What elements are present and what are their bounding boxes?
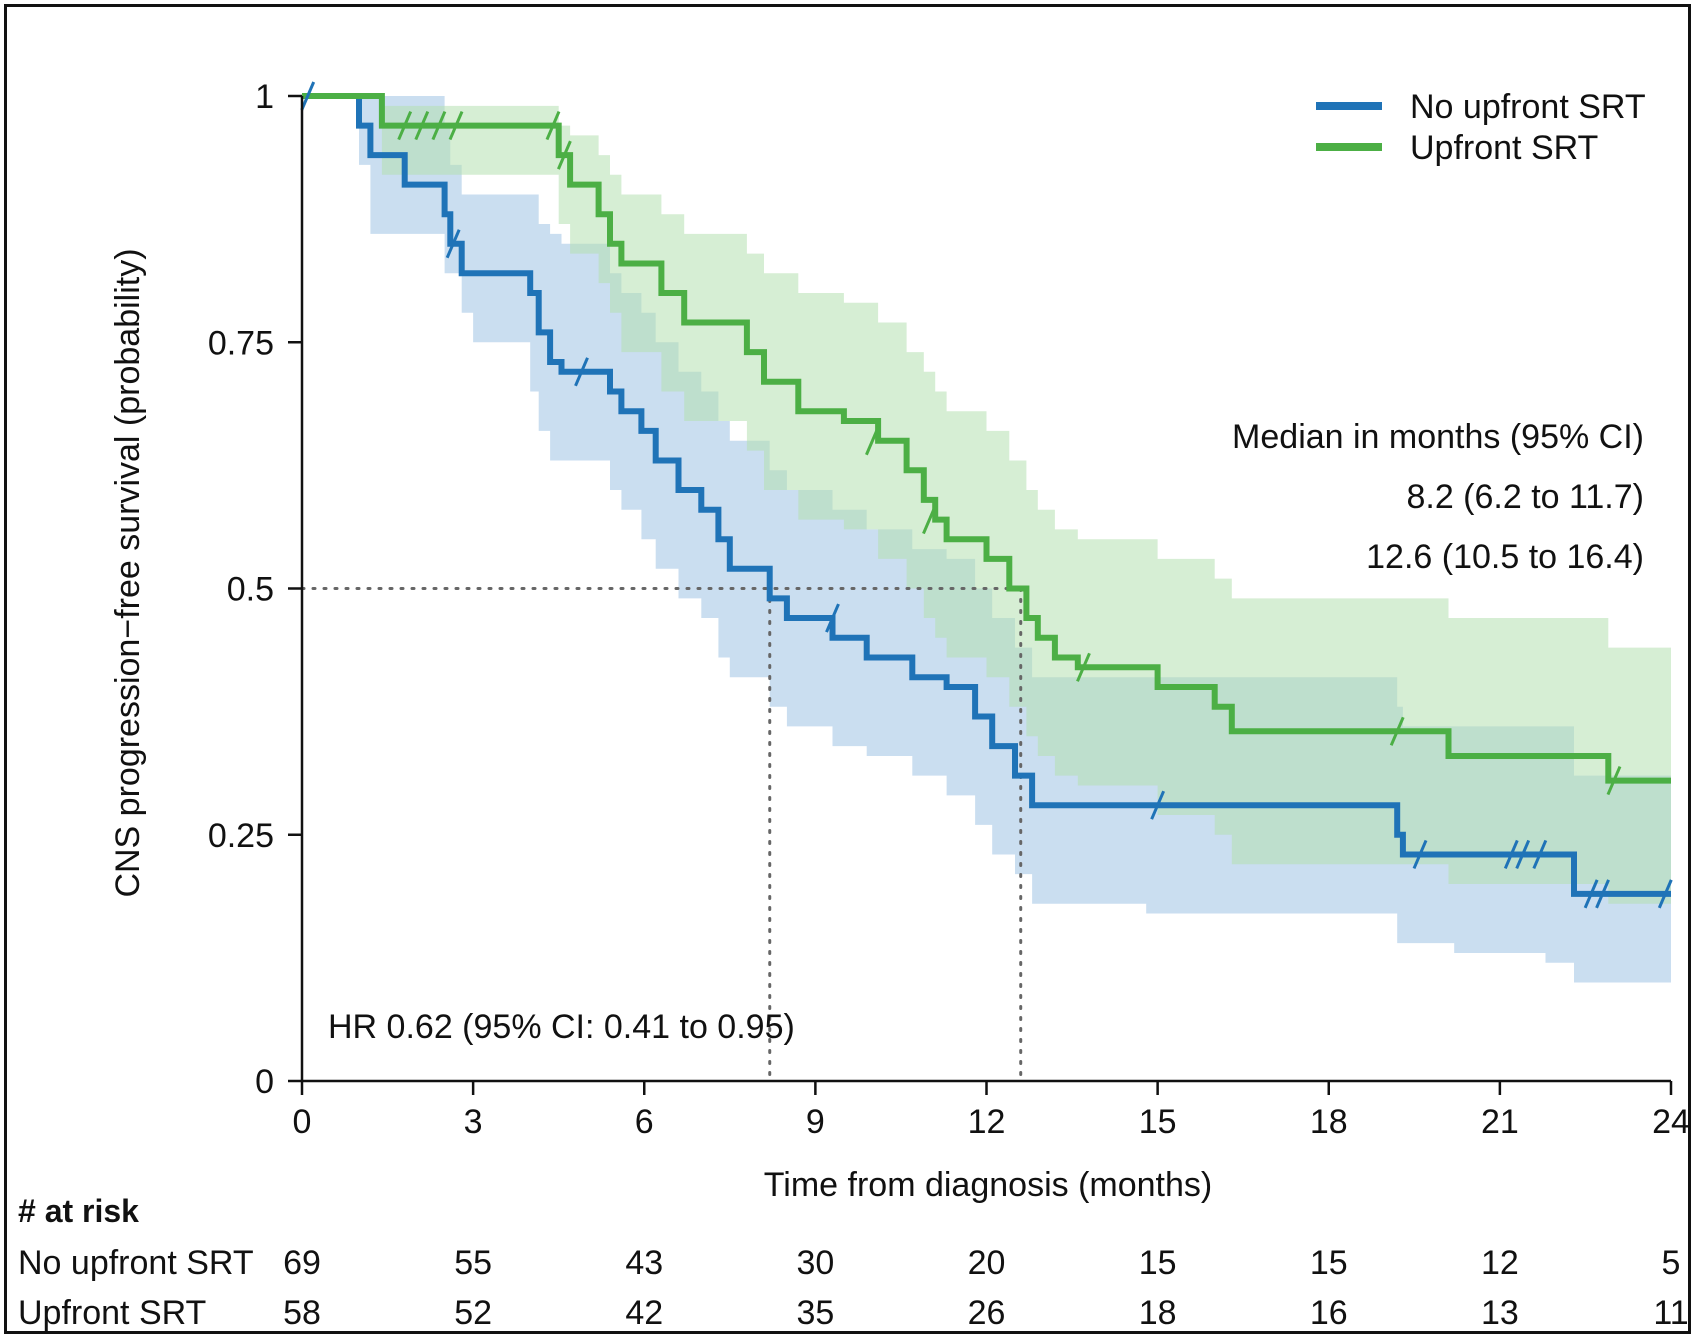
censor-mark-upfront-srt bbox=[414, 110, 430, 141]
figure-frame bbox=[4, 4, 1691, 1334]
risk-count-no-upfront-srt: 20 bbox=[968, 1244, 1006, 1282]
censor-mark-upfront-srt bbox=[1389, 716, 1405, 746]
risk-row-label-no-upfront-srt: No upfront SRT bbox=[18, 1244, 254, 1282]
risk-count-upfront-srt: 11 bbox=[1653, 1294, 1688, 1332]
risk-count-upfront-srt: 16 bbox=[1310, 1294, 1348, 1332]
censor-mark-no-upfront-srt bbox=[574, 357, 589, 387]
x-axis-title: Time from diagnosis (months) bbox=[764, 1166, 1212, 1204]
median-value-upfront-srt: 12.6 (10.5 to 16.4) bbox=[1366, 538, 1644, 576]
risk-count-upfront-srt: 35 bbox=[796, 1294, 834, 1332]
censor-mark-no-upfront-srt bbox=[445, 229, 461, 259]
y-tick-label: 0.75 bbox=[208, 324, 274, 362]
censor-mark-no-upfront-srt bbox=[1595, 879, 1610, 909]
x-tick-label: 12 bbox=[968, 1103, 1006, 1141]
censor-marks bbox=[300, 81, 1673, 909]
risk-count-no-upfront-srt: 30 bbox=[796, 1244, 834, 1282]
hazard-ratio-text: HR 0.62 (95% CI: 0.41 to 0.95) bbox=[328, 1008, 795, 1046]
x-tick-label: 15 bbox=[1139, 1103, 1177, 1141]
x-tick-label: 0 bbox=[293, 1103, 312, 1141]
risk-count-no-upfront-srt: 43 bbox=[625, 1244, 663, 1282]
x-tick-label: 24 bbox=[1652, 1103, 1690, 1141]
risk-count-no-upfront-srt: 55 bbox=[454, 1244, 492, 1282]
censor-mark-no-upfront-srt bbox=[1532, 839, 1548, 870]
risk-count-no-upfront-srt: 12 bbox=[1481, 1244, 1519, 1282]
legend-label-no-upfront-srt: No upfront SRT bbox=[1410, 88, 1646, 126]
censor-mark-upfront-srt bbox=[1606, 765, 1622, 796]
x-tick-label: 6 bbox=[635, 1103, 654, 1141]
censor-mark-no-upfront-srt bbox=[1412, 839, 1428, 870]
censor-mark-upfront-srt bbox=[557, 140, 572, 170]
risk-count-no-upfront-srt: 5 bbox=[1662, 1244, 1681, 1282]
censor-mark-upfront-srt bbox=[922, 504, 937, 535]
x-tick-label: 21 bbox=[1481, 1103, 1519, 1141]
censor-mark-no-upfront-srt bbox=[300, 81, 316, 111]
median-reference-lines bbox=[300, 587, 1023, 1083]
censor-mark-no-upfront-srt bbox=[1657, 879, 1673, 909]
censor-mark-upfront-srt bbox=[431, 110, 447, 141]
confidence-bands bbox=[302, 96, 1671, 983]
y-tick-label: 0.5 bbox=[227, 571, 274, 609]
km-curve-upfront-srt bbox=[302, 93, 1671, 784]
x-tick-label: 9 bbox=[806, 1103, 825, 1141]
risk-count-no-upfront-srt: 15 bbox=[1310, 1244, 1348, 1282]
x-tick-label: 18 bbox=[1310, 1103, 1348, 1141]
survival-curves bbox=[302, 93, 1671, 897]
km-curve-no-upfront-srt bbox=[302, 93, 1671, 897]
median-header: Median in months (95% CI) bbox=[1232, 418, 1644, 456]
median-value-no-upfront-srt: 8.2 (6.2 to 11.7) bbox=[1406, 478, 1644, 516]
censor-mark-upfront-srt bbox=[448, 110, 464, 141]
censor-mark-upfront-srt bbox=[1076, 652, 1091, 682]
censor-mark-upfront-srt bbox=[397, 110, 413, 141]
y-tick-label: 0.25 bbox=[208, 817, 274, 855]
risk-count-upfront-srt: 18 bbox=[1139, 1294, 1177, 1332]
censor-mark-upfront-srt bbox=[865, 426, 880, 456]
risk-count-upfront-srt: 26 bbox=[968, 1294, 1006, 1332]
censor-mark-no-upfront-srt bbox=[1503, 839, 1519, 870]
censor-mark-no-upfront-srt bbox=[1150, 790, 1166, 820]
risk-count-upfront-srt: 52 bbox=[454, 1294, 492, 1332]
censor-mark-no-upfront-srt bbox=[1515, 839, 1531, 870]
y-axis-title: CNS progression−free survival (probabili… bbox=[109, 248, 147, 897]
risk-count-upfront-srt: 13 bbox=[1481, 1294, 1519, 1332]
censor-mark-no-upfront-srt bbox=[825, 603, 840, 633]
risk-count-upfront-srt: 42 bbox=[625, 1294, 663, 1332]
censor-mark-upfront-srt bbox=[545, 110, 561, 141]
legend-label-upfront-srt: Upfront SRT bbox=[1410, 129, 1598, 167]
risk-row-label-upfront-srt: Upfront SRT bbox=[18, 1294, 206, 1332]
risk-table-values: 69 55 43 30 20 15 15 12 5 58 52 42 35 26 18 16 13 11 bbox=[283, 1244, 1689, 1332]
legend: No upfront SRT Upfront SRT bbox=[1316, 88, 1646, 167]
x-ticks: 0 3 6 9 12 15 18 21 24 bbox=[293, 1081, 1690, 1141]
y-tick-label: 0 bbox=[255, 1063, 274, 1101]
risk-count-no-upfront-srt: 15 bbox=[1139, 1244, 1177, 1282]
risk-table-title: # at risk bbox=[18, 1193, 139, 1229]
risk-count-no-upfront-srt: 69 bbox=[283, 1244, 321, 1282]
x-tick-label: 3 bbox=[464, 1103, 483, 1141]
risk-count-upfront-srt: 58 bbox=[283, 1294, 321, 1332]
censor-mark-no-upfront-srt bbox=[1583, 879, 1599, 909]
y-tick-label: 1 bbox=[255, 78, 274, 116]
y-ticks: 0 0.25 0.5 0.75 1 bbox=[208, 78, 302, 1101]
ci-band-upfront-srt bbox=[302, 96, 1671, 904]
